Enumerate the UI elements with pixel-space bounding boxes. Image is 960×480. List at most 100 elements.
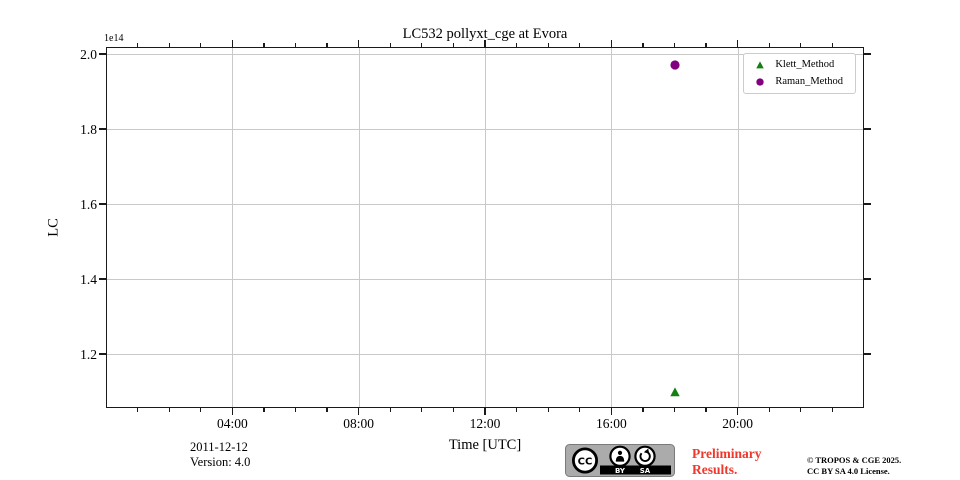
y-tick-right xyxy=(864,53,871,55)
x-minor-tick-bottom xyxy=(200,408,202,412)
by-label: BY xyxy=(615,467,626,475)
y-tick-label: 1.4 xyxy=(80,271,97,287)
date-label: 2011-12-12 xyxy=(190,440,248,454)
x-minor-tick-top xyxy=(673,43,676,47)
x-tick-bottom xyxy=(357,408,360,415)
legend: Klett_Method Raman_Method xyxy=(743,53,856,94)
x-minor-tick-top xyxy=(168,43,170,47)
x-minor-tick-bottom xyxy=(579,408,581,412)
copyright-line-2: CC BY SA 4.0 License. xyxy=(807,466,890,476)
preliminary-results-note: Preliminary Results. xyxy=(692,446,761,477)
y-tick-right xyxy=(864,353,871,355)
x-minor-tick-bottom xyxy=(294,408,297,412)
preliminary-line-1: Preliminary xyxy=(692,446,762,461)
x-axis-label: Time [UTC] xyxy=(448,437,522,453)
x-gridline xyxy=(737,47,739,408)
x-tick-top xyxy=(231,40,234,47)
x-minor-tick-bottom xyxy=(389,408,391,412)
y-tick-label: 2.0 xyxy=(80,46,97,62)
y-tick-left xyxy=(99,278,106,280)
x-tick-label: 12:00 xyxy=(469,416,501,431)
x-gridline xyxy=(485,47,486,408)
y-tick-right xyxy=(864,278,871,280)
y-tick-left xyxy=(99,128,106,130)
x-minor-tick-top xyxy=(768,43,770,47)
y-tick-left xyxy=(99,353,106,355)
x-minor-tick-bottom xyxy=(705,408,707,412)
x-minor-tick-bottom xyxy=(263,408,265,412)
x-tick-top xyxy=(736,40,739,47)
legend-label: Klett_Method xyxy=(775,59,835,70)
plot-area: Klett_Method Raman_Method 2.0 1.8 1.6 1.4 1.2… xyxy=(80,40,871,431)
x-minor-tick-bottom xyxy=(136,408,139,412)
x-gridline xyxy=(358,47,360,408)
y-tick-label: 1.6 xyxy=(80,196,97,212)
x-tick-bottom xyxy=(231,408,234,415)
x-tick-top xyxy=(610,40,613,47)
x-minor-tick-top xyxy=(263,43,265,47)
x-tick-bottom xyxy=(610,408,613,415)
x-minor-tick-bottom xyxy=(515,408,518,412)
x-minor-tick-bottom xyxy=(326,408,328,412)
cc-logo-icon: CC xyxy=(571,447,599,474)
y-tick-left xyxy=(99,53,106,55)
x-minor-tick-top xyxy=(136,43,139,47)
x-minor-tick-bottom xyxy=(642,408,644,412)
y-axis-offset-label: 1e14 xyxy=(104,33,124,44)
cc-by-sa-badge-icon: CC BY SA xyxy=(565,444,675,477)
x-minor-tick-top xyxy=(579,43,581,47)
legend-label: Raman_Method xyxy=(775,76,843,87)
cc-sa-arrow-icon xyxy=(634,445,656,468)
x-minor-tick-top xyxy=(705,43,707,47)
x-minor-tick-bottom xyxy=(547,408,549,412)
x-gridline xyxy=(232,47,234,408)
raman-method-point xyxy=(669,60,680,70)
x-minor-tick-top xyxy=(389,43,391,47)
x-minor-tick-top xyxy=(294,43,297,47)
x-tick-top xyxy=(357,40,360,47)
legend-entry: Raman_Method xyxy=(752,75,843,89)
y-tick-right xyxy=(864,128,871,130)
x-minor-tick-top xyxy=(452,43,454,47)
x-minor-tick-bottom xyxy=(800,408,802,412)
x-gridline xyxy=(611,47,613,408)
y-tick-left xyxy=(99,203,106,205)
x-minor-tick-top xyxy=(800,43,802,47)
x-tick-label: 04:00 xyxy=(216,416,248,431)
x-tick-top xyxy=(484,40,486,47)
x-minor-tick-bottom xyxy=(452,408,454,412)
x-tick-label: 16:00 xyxy=(595,416,627,431)
copyright-note: © TROPOS & CGE 2025. CC BY SA 4.0 Licens… xyxy=(807,455,901,477)
circle-marker-icon xyxy=(752,78,768,86)
x-minor-tick-bottom xyxy=(421,408,423,412)
x-minor-tick-top xyxy=(515,43,518,47)
cc-label: CC xyxy=(578,456,593,467)
x-tick-bottom xyxy=(484,408,486,415)
y-tick-label: 1.8 xyxy=(80,121,97,137)
legend-entry: Klett_Method xyxy=(752,58,843,72)
x-minor-tick-top xyxy=(326,43,328,47)
date-version-block: 2011-12-12 Version: 4.0 xyxy=(190,440,250,469)
copyright-line-1: © TROPOS & CGE 2025. xyxy=(807,455,902,465)
y-tick-label: 1.2 xyxy=(80,346,97,362)
version-label: Version: 4.0 xyxy=(190,454,251,469)
x-minor-tick-top xyxy=(200,43,202,47)
sa-label: SA xyxy=(640,467,651,475)
y-tick-right xyxy=(864,203,871,205)
cc-by-person-icon xyxy=(609,445,631,468)
x-tick-bottom xyxy=(736,408,739,415)
x-tick-label: 08:00 xyxy=(343,416,375,431)
klett-method-point xyxy=(669,386,680,397)
x-minor-tick-bottom xyxy=(673,408,676,412)
triangle-marker-icon xyxy=(752,61,768,69)
x-minor-tick-bottom xyxy=(831,408,833,412)
x-minor-tick-top xyxy=(547,43,549,47)
chart-title: LC532 pollyxt_cge at Evora xyxy=(402,26,568,42)
x-minor-tick-bottom xyxy=(168,408,170,412)
x-minor-tick-top xyxy=(421,43,423,47)
x-minor-tick-top xyxy=(642,43,644,47)
x-minor-tick-bottom xyxy=(768,408,770,412)
y-axis-label: LC xyxy=(45,218,62,237)
x-tick-label: 20:00 xyxy=(722,416,754,431)
